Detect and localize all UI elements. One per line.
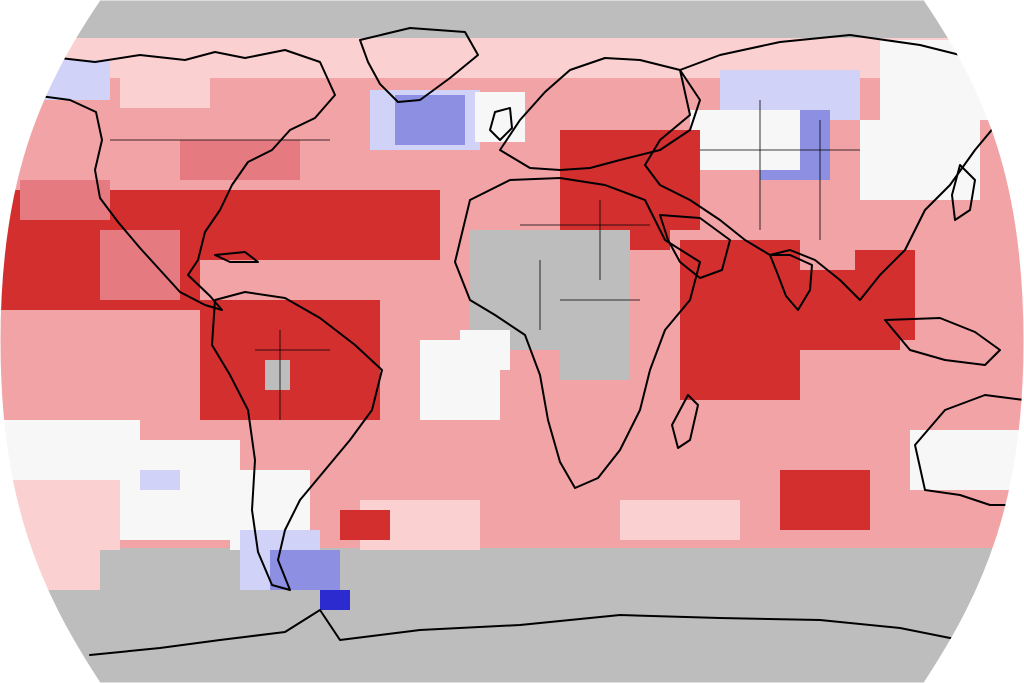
coast-europe bbox=[499, 57, 701, 171]
anomaly-cell-cool-3 bbox=[320, 590, 350, 610]
coast-japan bbox=[951, 164, 976, 221]
coast-caribbean bbox=[214, 251, 259, 263]
anomaly-cell-cool-1 bbox=[20, 60, 110, 100]
anomaly-cell-warm-4 bbox=[340, 510, 390, 540]
anomaly-cell-warm-4 bbox=[780, 470, 870, 530]
coast-antarctica bbox=[89, 609, 961, 656]
country-borders bbox=[110, 100, 860, 420]
coast-india bbox=[769, 254, 813, 311]
anomaly-cell-warm-1 bbox=[120, 78, 210, 108]
anomaly-cell-cool-2 bbox=[395, 95, 465, 145]
coast-british-isles bbox=[489, 107, 513, 141]
coast-north-america bbox=[19, 49, 336, 311]
anomaly-cell-near-zero bbox=[0, 420, 140, 480]
anomaly-cell-cool-2 bbox=[270, 550, 340, 590]
coast-south-america bbox=[211, 291, 383, 591]
coast-greenland bbox=[359, 27, 479, 103]
anomaly-cell-cool-1 bbox=[140, 470, 180, 490]
anomaly-cell-warm-3 bbox=[20, 180, 110, 220]
coast-africa bbox=[454, 177, 701, 489]
anomaly-cell-warm-1 bbox=[0, 550, 100, 590]
anomaly-cell-warm-4 bbox=[200, 190, 440, 260]
anomaly-cell-near-zero bbox=[475, 92, 525, 142]
anomaly-cell-near-zero bbox=[860, 120, 980, 200]
anomaly-cell-warm-3 bbox=[100, 230, 180, 300]
anomaly-cell-near-zero bbox=[910, 430, 1020, 490]
anomaly-cell-warm-4 bbox=[300, 350, 360, 420]
anomaly-cell-near-zero bbox=[690, 110, 800, 170]
coast-asia bbox=[644, 34, 1011, 301]
arctic-no-data bbox=[0, 0, 1024, 38]
anomaly-cell-warm-1 bbox=[620, 500, 740, 540]
anomaly-cell-warm-1 bbox=[0, 38, 1024, 78]
coast-indonesia bbox=[884, 317, 1001, 366]
coast-arabia bbox=[659, 214, 731, 279]
anomaly-cell-no-data bbox=[560, 230, 630, 380]
coastlines bbox=[19, 27, 1024, 656]
antarctic-no-data bbox=[0, 548, 1024, 683]
anomaly-cell-near-zero bbox=[460, 330, 510, 370]
coast-australia bbox=[914, 394, 1024, 506]
coast-madagascar bbox=[671, 394, 699, 449]
anomaly-cell-warm-2 bbox=[210, 78, 340, 118]
anomaly-cell-no-data bbox=[265, 360, 290, 390]
anomaly-cell-warm-1 bbox=[0, 480, 120, 550]
